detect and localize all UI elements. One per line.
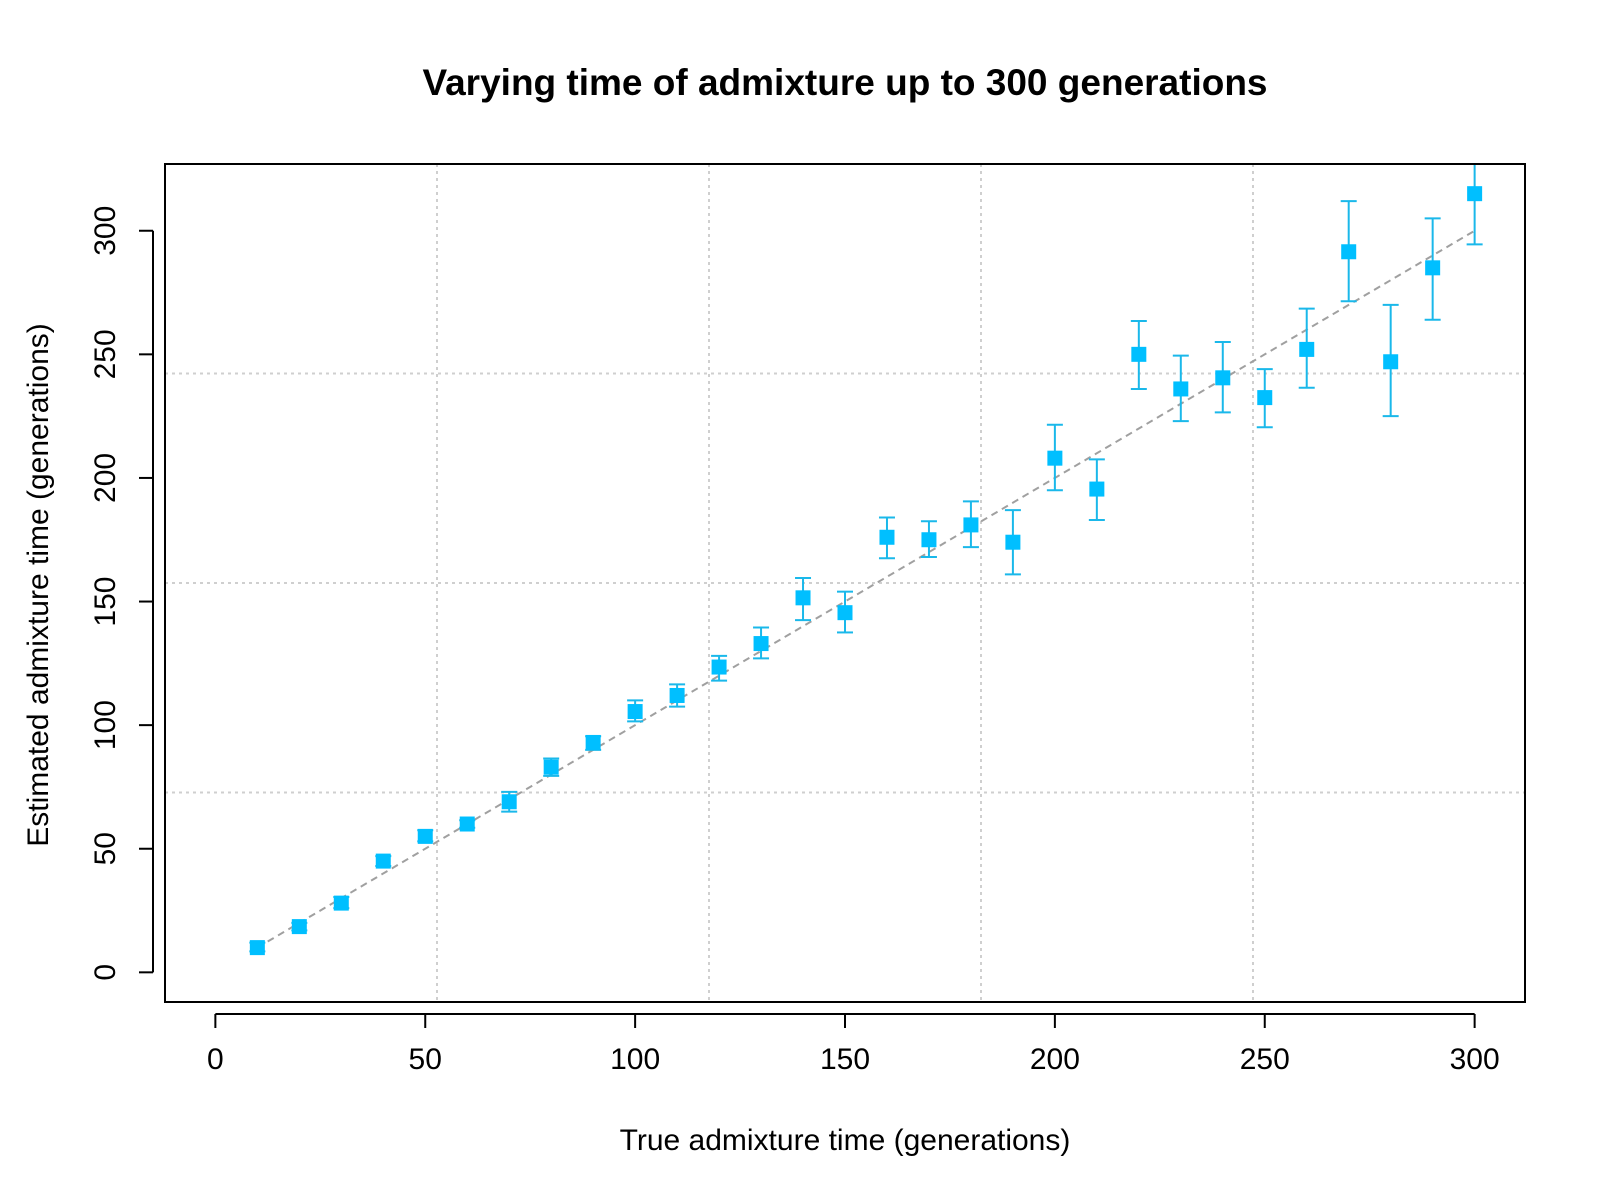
data-point bbox=[501, 794, 517, 810]
y-axis-label: Estimated admixture time (generations) bbox=[22, 323, 55, 847]
y-tick-label: 50 bbox=[89, 832, 122, 865]
data-point bbox=[1467, 186, 1483, 202]
data-point bbox=[921, 532, 937, 548]
data-point bbox=[333, 895, 349, 911]
data-point bbox=[1089, 481, 1105, 497]
data-point bbox=[1383, 354, 1399, 370]
data-point bbox=[1215, 370, 1231, 386]
data-point bbox=[291, 919, 307, 935]
error-bars bbox=[249, 164, 1483, 953]
identity-reference-line bbox=[256, 229, 1476, 949]
data-point bbox=[1425, 260, 1441, 276]
data-point bbox=[879, 529, 895, 545]
data-point bbox=[543, 759, 559, 775]
grid-lines bbox=[165, 164, 1525, 1002]
y-tick-label: 200 bbox=[89, 453, 122, 503]
x-tick-label: 150 bbox=[820, 1043, 870, 1076]
x-tick-label: 100 bbox=[610, 1043, 660, 1076]
data-point bbox=[795, 590, 811, 606]
y-tick-label: 300 bbox=[89, 206, 122, 256]
x-tick-label: 0 bbox=[207, 1043, 224, 1076]
data-point bbox=[585, 734, 601, 750]
x-axis-label: True admixture time (generations) bbox=[620, 1124, 1071, 1157]
data-point bbox=[669, 687, 685, 703]
data-point bbox=[1047, 450, 1063, 466]
data-points bbox=[249, 186, 1483, 956]
data-point bbox=[753, 636, 769, 652]
chart-title: Varying time of admixture up to 300 gene… bbox=[422, 62, 1267, 103]
data-point bbox=[1341, 244, 1357, 260]
data-point bbox=[1257, 390, 1273, 406]
x-tick-label: 200 bbox=[1030, 1043, 1080, 1076]
data-point bbox=[627, 704, 643, 720]
x-tick-label: 300 bbox=[1450, 1043, 1500, 1076]
data-point bbox=[963, 517, 979, 533]
data-point bbox=[417, 828, 433, 844]
data-point bbox=[249, 940, 265, 956]
x-tick-label: 50 bbox=[409, 1043, 442, 1076]
data-point bbox=[837, 605, 853, 621]
x-tick-label: 250 bbox=[1240, 1043, 1290, 1076]
data-point bbox=[1299, 341, 1315, 357]
y-tick-label: 250 bbox=[89, 329, 122, 379]
plot-frame bbox=[164, 163, 1526, 1003]
y-tick-label: 150 bbox=[89, 577, 122, 627]
y-tick-label: 0 bbox=[89, 964, 122, 981]
data-point bbox=[1131, 346, 1147, 362]
data-point bbox=[711, 659, 727, 675]
data-point bbox=[375, 853, 391, 869]
data-point bbox=[459, 816, 475, 832]
y-axis: 0 50 100 150 200 250 300 bbox=[89, 206, 154, 981]
data-point bbox=[1173, 381, 1189, 397]
x-axis: 0 50 100 150 200 250 300 bbox=[207, 1013, 1500, 1076]
y-tick-label: 100 bbox=[89, 700, 122, 750]
data-point bbox=[1005, 534, 1021, 550]
